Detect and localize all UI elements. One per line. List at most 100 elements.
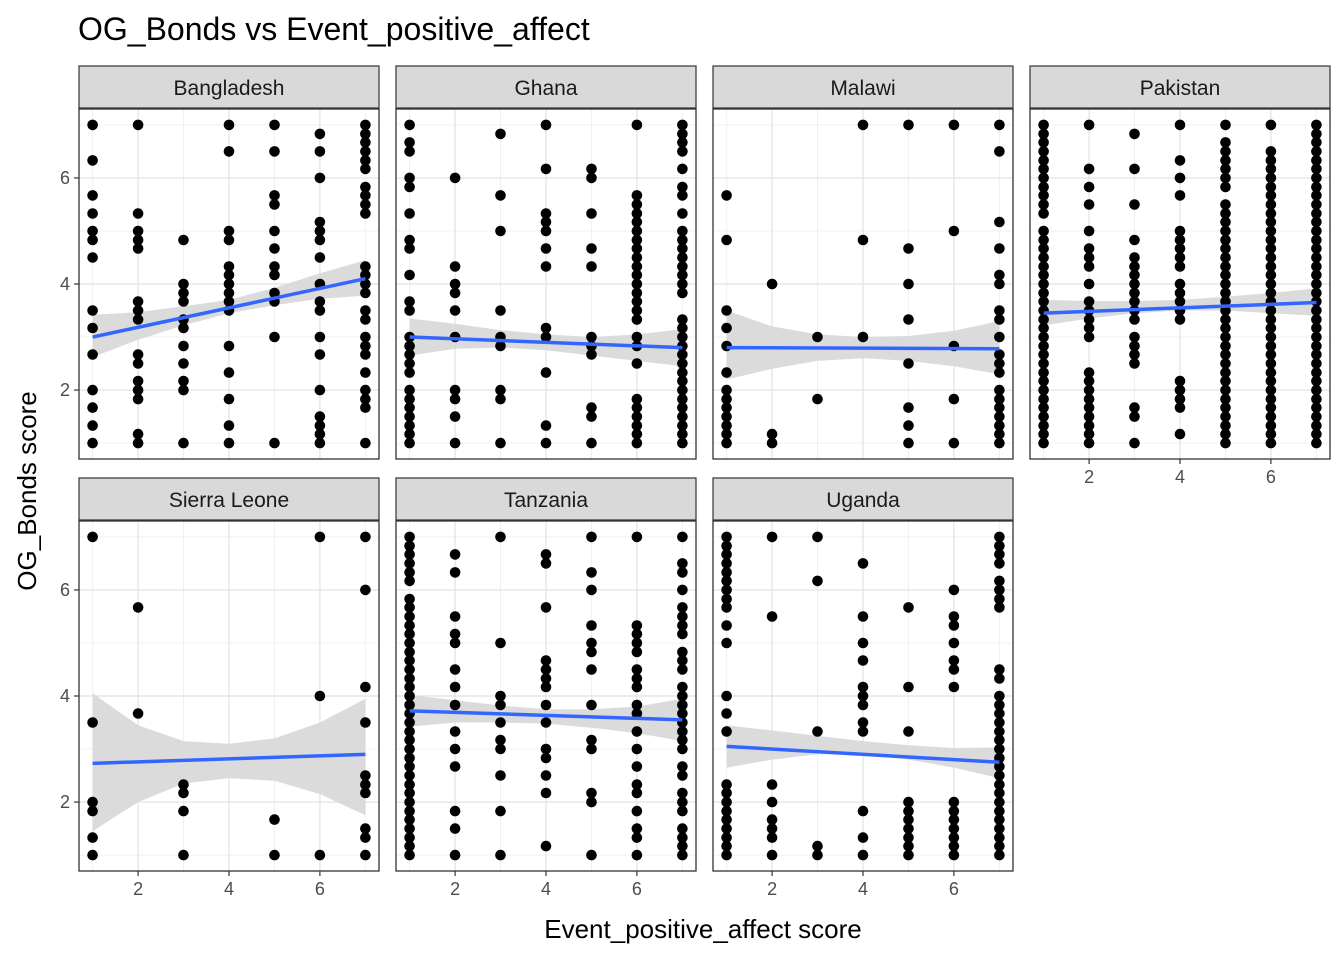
data-point xyxy=(132,225,144,237)
data-point xyxy=(87,437,98,449)
data-point xyxy=(269,814,280,825)
data-point xyxy=(360,331,371,343)
data-point xyxy=(404,734,415,746)
data-point xyxy=(721,420,732,431)
data-point xyxy=(948,225,960,237)
data-point xyxy=(857,234,869,246)
facet-strip-label: Uganda xyxy=(826,489,900,512)
data-point xyxy=(721,322,732,334)
data-point xyxy=(132,708,144,719)
data-point xyxy=(404,119,415,131)
data-point xyxy=(1220,367,1231,378)
facet-strip-label: Ghana xyxy=(514,77,577,100)
data-point xyxy=(1038,437,1049,449)
facet-strip-malawi xyxy=(712,65,1014,109)
data-point xyxy=(1311,393,1322,405)
data-point xyxy=(677,655,688,666)
data-point xyxy=(994,584,1005,596)
data-point xyxy=(766,779,778,790)
facet-strip-sierra-leone xyxy=(78,477,380,521)
data-point xyxy=(449,287,461,299)
data-point xyxy=(223,278,235,290)
data-point xyxy=(994,216,1005,228)
data-point xyxy=(677,420,688,431)
data-point xyxy=(223,367,235,378)
data-point xyxy=(677,208,688,219)
y-tick-label: 6 xyxy=(60,168,70,188)
data-point xyxy=(449,628,461,640)
data-point xyxy=(87,305,98,316)
data-point xyxy=(586,531,597,543)
data-point xyxy=(360,437,371,449)
data-point xyxy=(1083,437,1095,449)
data-point xyxy=(360,832,371,843)
data-point xyxy=(677,840,688,852)
data-point xyxy=(677,628,688,640)
data-point xyxy=(766,823,778,834)
data-point xyxy=(360,787,371,799)
data-point xyxy=(677,243,688,254)
data-point xyxy=(677,314,688,325)
data-point xyxy=(404,664,415,675)
data-point xyxy=(178,287,189,299)
data-point xyxy=(1129,411,1140,422)
data-point xyxy=(948,584,960,596)
data-point xyxy=(857,558,869,569)
data-point xyxy=(87,805,98,817)
data-point xyxy=(903,814,914,825)
data-point xyxy=(404,296,415,307)
x-tick-label: 2 xyxy=(450,879,460,899)
data-point xyxy=(404,575,415,587)
data-point xyxy=(404,726,415,737)
facet-bangladesh: Bangladesh 2 4 6 xyxy=(60,65,380,460)
data-point xyxy=(223,119,235,131)
data-point xyxy=(132,428,144,440)
data-point xyxy=(360,779,371,790)
data-point xyxy=(1038,367,1049,378)
data-point xyxy=(1265,278,1277,290)
data-point xyxy=(631,664,643,675)
data-point xyxy=(1174,225,1186,237)
data-point xyxy=(1311,252,1322,263)
data-point xyxy=(631,393,643,405)
data-point xyxy=(677,190,688,201)
data-point xyxy=(677,558,688,569)
data-point xyxy=(132,358,144,369)
data-point xyxy=(1174,287,1186,299)
data-point xyxy=(631,287,643,299)
data-point xyxy=(1220,119,1231,131)
data-point xyxy=(586,331,597,343)
data-point xyxy=(223,420,235,431)
data-point xyxy=(178,322,189,334)
data-point xyxy=(269,243,280,254)
data-point xyxy=(178,779,189,790)
data-point xyxy=(1220,296,1231,307)
data-point xyxy=(269,287,280,299)
data-point xyxy=(449,743,461,755)
data-point xyxy=(540,216,552,228)
data-point xyxy=(360,181,371,193)
data-point xyxy=(994,726,1005,737)
data-point xyxy=(178,787,189,799)
data-point xyxy=(540,420,552,431)
x-tick-label: 6 xyxy=(1266,467,1276,487)
data-point xyxy=(495,743,506,755)
data-point xyxy=(948,814,960,825)
data-point xyxy=(721,832,732,843)
data-point xyxy=(1311,287,1322,299)
data-point xyxy=(132,119,144,131)
data-point xyxy=(360,681,371,693)
data-point xyxy=(404,770,415,781)
data-point xyxy=(586,411,597,422)
data-point xyxy=(314,234,326,246)
data-point xyxy=(677,287,688,299)
data-point xyxy=(178,296,189,307)
data-point xyxy=(1038,314,1049,325)
data-point xyxy=(1265,331,1277,343)
x-tick-label: 6 xyxy=(949,879,959,899)
data-point xyxy=(586,734,597,746)
data-point xyxy=(677,367,688,378)
data-point xyxy=(677,708,688,719)
data-point xyxy=(631,420,643,431)
